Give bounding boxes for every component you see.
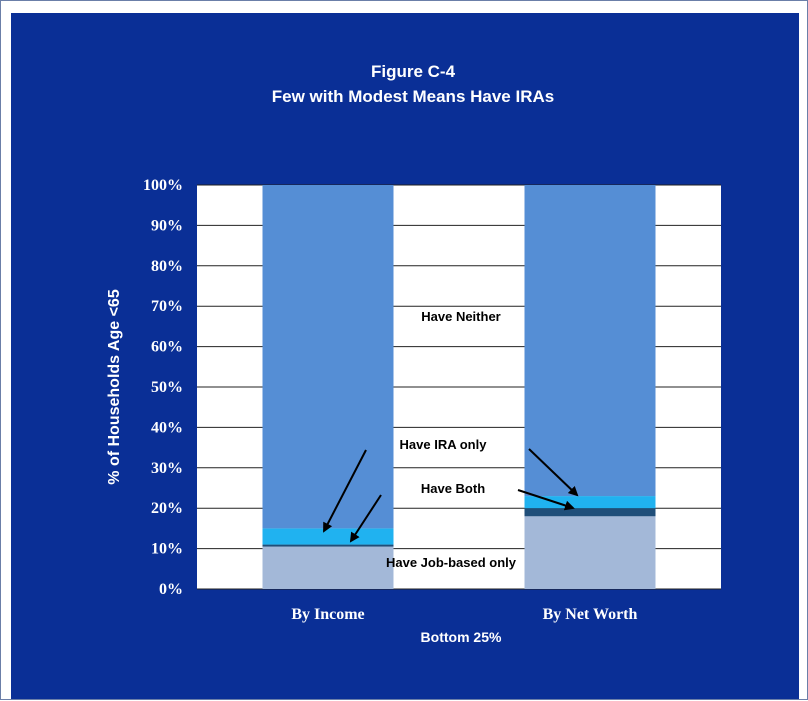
y-axis-label: % of Households Age <65 — [106, 289, 123, 485]
annotation-have-ira-only: Have IRA only — [400, 437, 488, 452]
y-tick-label: 80% — [151, 258, 183, 275]
y-tick-label: 20% — [151, 500, 183, 517]
annotation-have-neither: Have Neither — [421, 309, 500, 324]
x-axis-ticks: By Income By Net Worth — [291, 606, 637, 623]
arrow-ira-only-networth — [528, 448, 579, 497]
arrow-both-networth — [517, 489, 575, 511]
arrow-both-income — [349, 494, 382, 543]
x-axis-label: Bottom 25% — [421, 629, 502, 645]
bar-segment — [524, 508, 656, 517]
y-tick-label: 10% — [151, 541, 183, 558]
bar-segment — [262, 528, 394, 545]
chart-subtitle: Few with Modest Means Have IRAs — [272, 87, 554, 106]
annotation-have-both: Have Both — [421, 481, 485, 496]
bar-segment — [524, 516, 656, 589]
bar-segment — [262, 185, 394, 529]
bars — [262, 185, 656, 589]
bar-segment — [524, 185, 656, 497]
x-tick-label: By Net Worth — [543, 606, 638, 623]
y-tick-label: 90% — [151, 217, 183, 234]
bar-segment — [524, 496, 656, 509]
y-tick-label: 100% — [143, 177, 183, 194]
y-tick-label: 50% — [151, 379, 183, 396]
y-tick-label: 30% — [151, 460, 183, 477]
chart-title: Figure C-4 — [371, 62, 456, 81]
y-tick-label: 60% — [151, 339, 183, 356]
bar-segment — [262, 544, 394, 547]
bar-segment — [262, 546, 394, 589]
y-tick-label: 70% — [151, 298, 183, 315]
annotation-have-job-based-only: Have Job-based only — [386, 555, 517, 570]
x-tick-label: By Income — [291, 606, 364, 623]
y-tick-label: 0% — [159, 581, 183, 598]
y-axis-ticks: 0% 10% 20% 30% 40% 50% 60% 70% 80% 90% 100% — [143, 177, 183, 598]
y-tick-label: 40% — [151, 419, 183, 436]
arrow-ira-only-income — [323, 449, 367, 533]
